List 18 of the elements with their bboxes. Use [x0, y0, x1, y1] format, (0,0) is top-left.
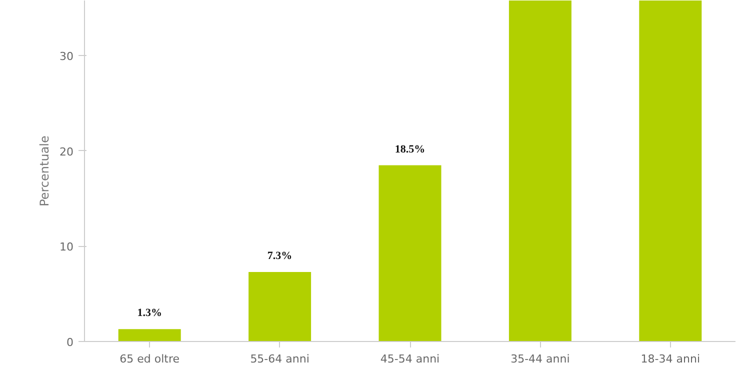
- bar: [508, 0, 572, 342]
- bar: [248, 272, 312, 342]
- data-label: 7.3%: [267, 250, 292, 262]
- y-tick-label: 20: [60, 145, 74, 158]
- bar: [118, 329, 181, 342]
- x-tick-label: 55-64 anni: [250, 352, 310, 366]
- data-label: 1.3%: [137, 307, 162, 320]
- x-tick-label: 35-44 anni: [510, 352, 570, 366]
- x-tick-label: 65 ed oltre: [120, 352, 180, 366]
- bar: [378, 165, 442, 342]
- bar: [639, 0, 702, 342]
- x-tick-label: 45-54 anni: [380, 352, 440, 366]
- y-tick-label: 30: [60, 50, 74, 64]
- y-tick-label: 0: [66, 336, 74, 349]
- y-axis-title: Percentuale: [38, 136, 52, 206]
- data-label: 18.5%: [394, 143, 426, 156]
- x-tick-label: 18-34 anni: [640, 352, 700, 366]
- y-tick-label: 10: [60, 240, 74, 254]
